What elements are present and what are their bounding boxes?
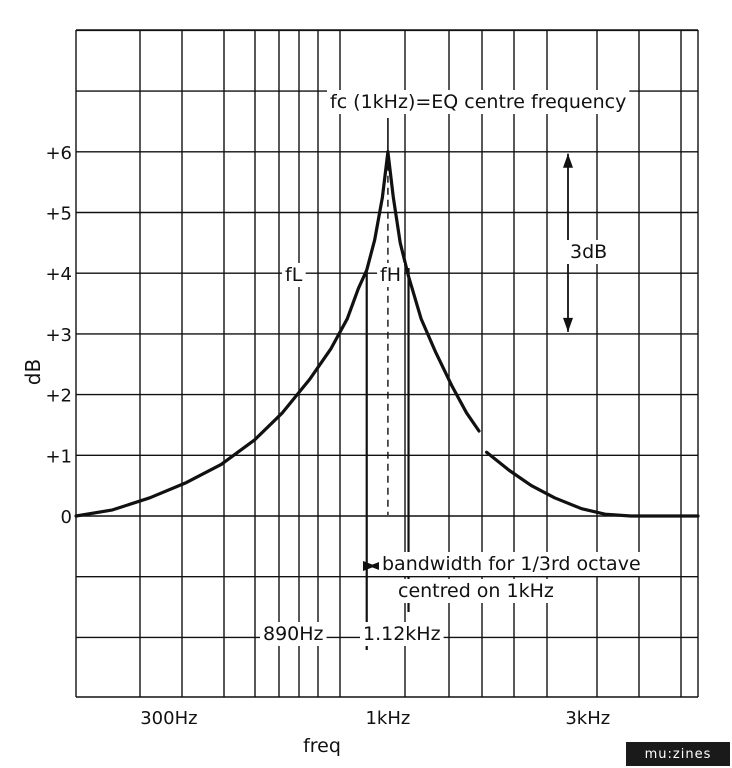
y-axis-label-backdrop (0, 0, 17, 6)
y-tick-label-0: 0 (61, 507, 72, 528)
x-axis-label-backdrop (300, 734, 344, 758)
response-curves (74, 150, 700, 518)
y-tick-label-3: +3 (45, 325, 72, 346)
x-tick-label-3000: 3kHz (565, 708, 610, 729)
x-axis-label: freq (303, 735, 341, 757)
db-span-arrowhead-bottom (563, 317, 573, 332)
bandwidth-label-line2-backdrop (395, 579, 557, 603)
tick-labels: 0 +1 +2 +3 +4 +5 +6 300Hz 1kHz 3kHz (45, 143, 610, 729)
db-span-arrowhead-top (563, 153, 573, 168)
y-axis-label: dB (21, 359, 45, 385)
fc-annotation-backdrop (327, 90, 630, 114)
y-tick-label-5: +5 (45, 204, 72, 225)
response-curve-segment-2 (485, 450, 700, 518)
bandwidth-label-line1: bandwidth for 1/3rd octave (382, 553, 641, 575)
y-tick-label-6: +6 (45, 143, 72, 164)
x-tick-label-1000: 1kHz (365, 708, 410, 729)
bandwidth-label-line1-backdrop (379, 552, 644, 576)
y-tick-label-4: +4 (45, 264, 72, 285)
fl-frequency-label-backdrop (260, 622, 327, 646)
grid (75, 29, 699, 698)
fh-label-backdrop (377, 263, 404, 287)
db-span-label: 3dB (570, 241, 607, 263)
fh-frequency-label: 1.12kHz (363, 623, 441, 645)
fl-label: fL (285, 264, 303, 286)
db-span-label-backdrop (567, 240, 611, 264)
watermark-text: mu:zines (644, 746, 712, 762)
watermark-logo: mu:zines (626, 742, 730, 766)
y-tick-label-1: +1 (45, 446, 72, 467)
bandwidth-label-line2: centred on 1kHz (398, 580, 554, 602)
response-curve-segment-1 (386, 150, 481, 433)
y-tick-label-2: +2 (45, 386, 72, 407)
fh-frequency-label-backdrop (360, 622, 444, 646)
bandwidth-arrowhead-right (363, 561, 376, 571)
fl-frequency-label: 890Hz (263, 623, 324, 645)
fl-label-backdrop (282, 263, 306, 287)
fc-annotation: fc (1kHz)=EQ centre frequency (330, 91, 626, 113)
response-curve-segment-0 (74, 150, 390, 518)
x-tick-label-300: 300Hz (140, 708, 197, 729)
fh-label: fH (380, 264, 401, 286)
